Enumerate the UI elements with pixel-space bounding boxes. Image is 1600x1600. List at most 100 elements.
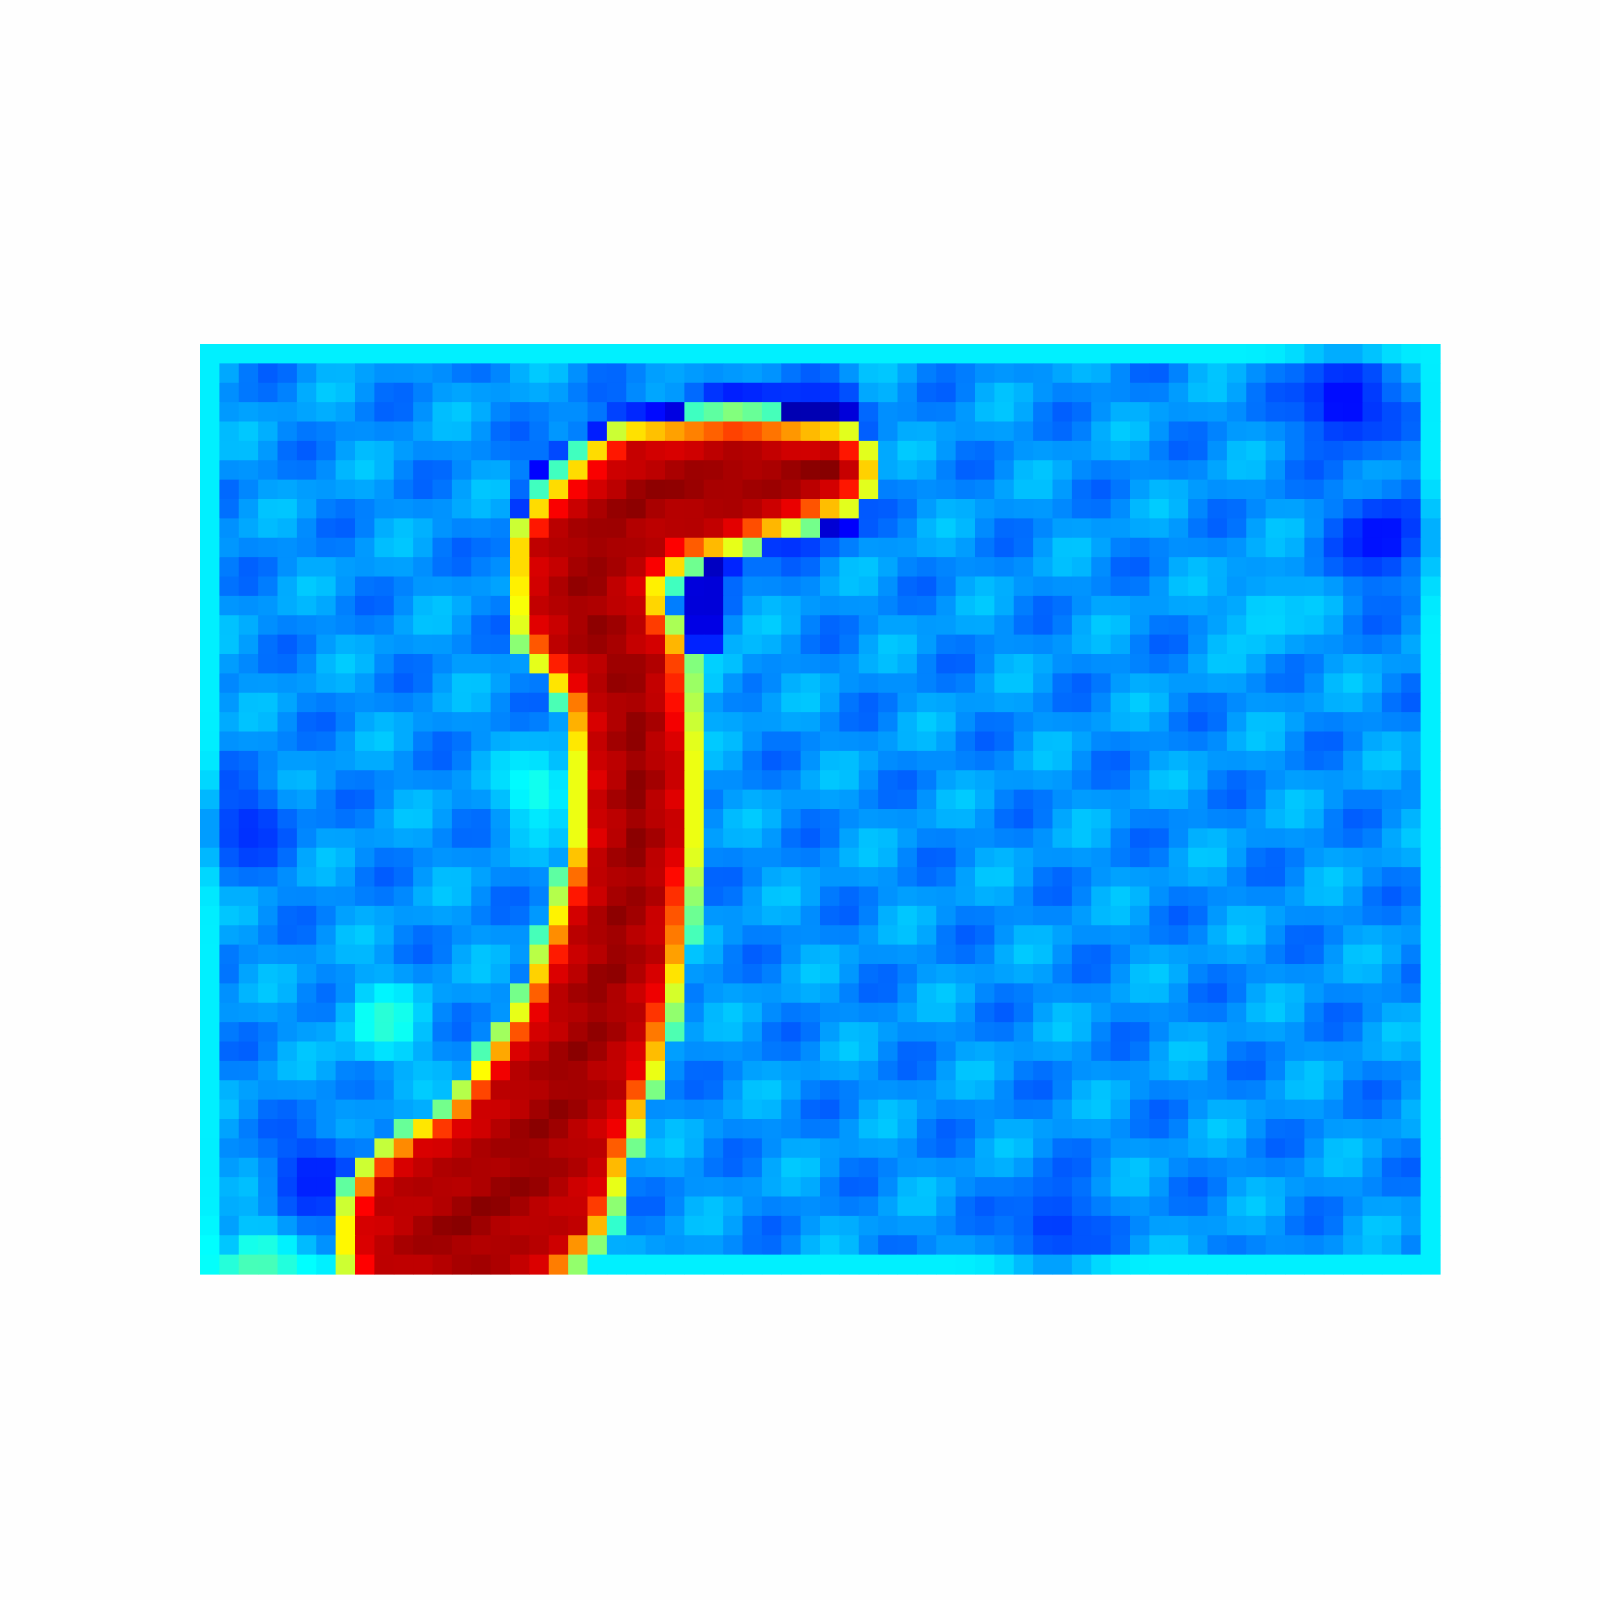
heatmap-cell: [355, 692, 375, 713]
heatmap-cell: [451, 1235, 472, 1256]
heatmap-cell: [723, 867, 744, 888]
heatmap-cell: [897, 1002, 918, 1023]
heatmap-cell: [490, 1022, 511, 1043]
heatmap-cell: [1013, 789, 1034, 810]
heatmap-cell: [451, 440, 472, 461]
heatmap-cell: [645, 382, 666, 403]
heatmap-cell: [413, 750, 434, 771]
heatmap-cell: [684, 557, 705, 578]
heatmap-cell: [1052, 595, 1073, 616]
heatmap-cell: [1226, 344, 1247, 364]
heatmap-cell: [1168, 479, 1189, 500]
heatmap-cell: [200, 905, 220, 926]
heatmap-cell: [781, 421, 802, 442]
heatmap-cell: [1343, 1060, 1364, 1081]
heatmap-cell: [820, 828, 840, 849]
heatmap-cell: [1013, 1157, 1034, 1178]
heatmap-cell: [1285, 905, 1305, 926]
heatmap-cell: [1052, 499, 1073, 519]
heatmap-cell: [1033, 1157, 1054, 1178]
heatmap-cell: [587, 983, 608, 1004]
heatmap-cell: [1130, 886, 1150, 907]
heatmap-cell: [277, 440, 298, 461]
heatmap-cell: [1188, 499, 1209, 519]
heatmap-cell: [355, 925, 375, 946]
heatmap-cell: [335, 363, 356, 384]
heatmap-cell: [1304, 499, 1325, 519]
heatmap-cell: [277, 925, 298, 946]
heatmap-cell: [510, 750, 530, 771]
heatmap-cell: [975, 537, 995, 558]
heatmap-cell: [703, 615, 724, 636]
heatmap-cell: [684, 402, 705, 423]
heatmap-cell: [800, 1215, 821, 1236]
heatmap-cell: [606, 440, 627, 461]
heatmap-cell: [1226, 847, 1247, 868]
heatmap-cell: [1207, 1099, 1228, 1120]
heatmap-cell: [994, 479, 1015, 500]
heatmap-cell: [936, 537, 957, 558]
heatmap-cell: [994, 344, 1015, 364]
heatmap-cell: [1149, 692, 1170, 713]
heatmap-cell: [897, 944, 918, 965]
heatmap-cell: [955, 789, 976, 810]
heatmap-cell: [1285, 557, 1305, 578]
heatmap-cell: [219, 460, 240, 481]
heatmap-cell: [1052, 712, 1073, 733]
heatmap-cell: [723, 886, 744, 907]
heatmap-cell: [1246, 809, 1267, 829]
heatmap-cell: [975, 1060, 995, 1081]
heatmap-cell: [296, 421, 317, 442]
heatmap-cell: [1110, 421, 1131, 442]
heatmap-cell: [665, 421, 685, 442]
heatmap-cell: [1168, 1022, 1189, 1043]
heatmap-cell: [703, 1022, 724, 1043]
heatmap-cell: [1149, 789, 1170, 810]
heatmap-cell: [451, 1041, 472, 1062]
heatmap-cell: [1110, 460, 1131, 481]
heatmap-cell: [393, 1215, 414, 1236]
heatmap-cell: [606, 1215, 627, 1236]
heatmap-cell: [1110, 673, 1131, 694]
heatmap-cell: [1285, 634, 1305, 655]
heatmap-cell: [413, 1080, 434, 1101]
heatmap-cell: [471, 634, 492, 655]
heatmap-cell: [335, 847, 356, 868]
heatmap-cell: [1420, 886, 1441, 907]
heatmap-cell: [858, 925, 879, 946]
heatmap-cell: [1207, 1215, 1228, 1236]
heatmap-cell: [529, 402, 550, 423]
heatmap-cell: [1304, 905, 1325, 926]
heatmap-cell: [916, 1138, 937, 1159]
heatmap-cell: [1285, 499, 1305, 519]
heatmap-cell: [858, 634, 879, 655]
heatmap-cell: [1149, 634, 1170, 655]
heatmap-cell: [761, 402, 782, 423]
heatmap-cell: [200, 886, 220, 907]
heatmap-cell: [1381, 673, 1402, 694]
heatmap-cell: [471, 1002, 492, 1023]
heatmap-cell: [1362, 1157, 1383, 1178]
heatmap-cell: [587, 731, 608, 752]
heatmap-cell: [742, 1022, 763, 1043]
heatmap-cell: [781, 634, 802, 655]
heatmap-cell: [1265, 886, 1286, 907]
heatmap-cell: [432, 712, 453, 733]
heatmap-cell: [742, 615, 763, 636]
heatmap-cell: [529, 440, 550, 461]
heatmap-cell: [510, 692, 530, 713]
heatmap-cell: [1226, 983, 1247, 1004]
heatmap-cell: [665, 460, 685, 481]
heatmap-cell: [296, 828, 317, 849]
heatmap-cell: [548, 1080, 569, 1101]
heatmap-cell: [1381, 460, 1402, 481]
heatmap-cell: [1110, 692, 1131, 713]
heatmap-cell: [1362, 944, 1383, 965]
heatmap-cell: [200, 867, 220, 888]
heatmap-cell: [723, 363, 744, 384]
heatmap-cell: [955, 557, 976, 578]
heatmap-cell: [258, 1022, 279, 1043]
heatmap-cell: [587, 925, 608, 946]
heatmap-cell: [510, 518, 530, 539]
heatmap-cell: [1052, 576, 1073, 597]
